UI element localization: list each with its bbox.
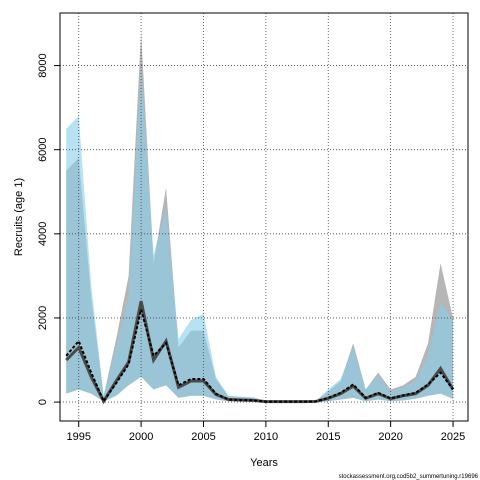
- y-tick-label: 8000: [37, 53, 49, 77]
- y-axis: 0 2000 4000 6000 8000: [37, 53, 60, 405]
- y-tick-label: 2000: [37, 306, 49, 330]
- x-tick-label: 1995: [66, 431, 90, 443]
- x-axis: 1995 2000 2005 2010 2015 2020 2025: [66, 421, 465, 443]
- plot-frame: [59, 12, 469, 422]
- median-line-2: [65, 309, 454, 404]
- y-tick-label: 0: [37, 399, 49, 405]
- confidence-bands: [66, 31, 454, 402]
- footer-note: stockassessment.org,cod5b2_summertuning.…: [339, 474, 479, 480]
- x-tick-label: 2020: [378, 431, 402, 443]
- y-tick-label: 4000: [37, 222, 49, 246]
- x-tick-label: 2010: [254, 431, 278, 443]
- x-tick-label: 2005: [191, 431, 215, 443]
- x-tick-label: 2015: [316, 431, 340, 443]
- x-axis-title: Years: [250, 457, 278, 469]
- x-tick-label: 2000: [129, 431, 153, 443]
- y-axis-title: Recruits (age 1): [13, 178, 25, 256]
- confidence-band-2: [66, 65, 454, 402]
- median-lines: [65, 300, 455, 405]
- y-tick-label: 6000: [37, 137, 49, 161]
- x-tick-label: 2025: [441, 431, 465, 443]
